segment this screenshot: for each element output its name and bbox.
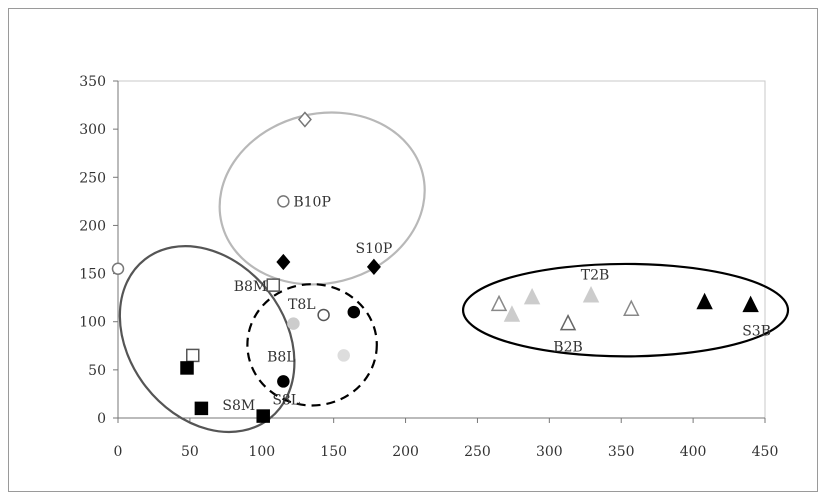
data-point (337, 349, 350, 362)
data-point (523, 287, 541, 305)
x-tick-label: 0 (114, 444, 123, 460)
x-tick-label: 250 (464, 444, 491, 460)
point-label: B2B (553, 340, 582, 356)
x-tick-label: 200 (392, 444, 419, 460)
data-point (256, 409, 270, 423)
data-point (277, 375, 290, 388)
data-point (490, 294, 508, 312)
plot-area (117, 80, 766, 419)
y-tick-label: 100 (79, 315, 106, 331)
y-tick-label: 50 (88, 363, 106, 379)
point-label: S8M (222, 398, 255, 414)
y-tick-label: 0 (97, 411, 106, 427)
point-label: S3B (742, 323, 771, 339)
data-point (366, 258, 381, 275)
point-label: S10P (356, 241, 393, 257)
data-point (186, 348, 200, 363)
point-label: B8L (267, 349, 296, 365)
y-tick-label: 150 (79, 267, 106, 283)
point-label: T2B (581, 268, 610, 284)
x-tick-label: 50 (181, 444, 199, 460)
point-label: B8M (234, 279, 268, 295)
x-tick-label: 150 (320, 444, 347, 460)
chart-frame (8, 8, 818, 492)
data-point (347, 305, 361, 319)
data-point (582, 286, 600, 303)
data-point (742, 295, 759, 313)
point-label: B10P (293, 194, 331, 210)
data-point (559, 313, 577, 331)
group-ellipse-4 (461, 262, 790, 358)
data-point (317, 308, 330, 322)
point-label: S8L (272, 393, 300, 409)
group-ellipse-2 (118, 245, 296, 434)
data-point (297, 111, 312, 128)
x-tick-label: 350 (608, 444, 635, 460)
y-tick-label: 250 (79, 170, 106, 186)
data-point (623, 299, 640, 316)
x-tick-label: 300 (536, 444, 563, 460)
data-point (180, 361, 194, 375)
data-point (276, 253, 291, 271)
data-point (194, 401, 209, 416)
y-tick-label: 300 (79, 122, 106, 138)
data-point (696, 292, 713, 310)
data-point (287, 317, 300, 330)
point-label: T8L (288, 297, 316, 313)
data-point (111, 262, 125, 276)
x-tick-label: 450 (752, 444, 779, 460)
y-tick-label: 200 (79, 218, 106, 234)
x-tick-label: 400 (680, 444, 707, 460)
group-ellipse-3 (246, 283, 378, 407)
x-tick-label: 100 (248, 444, 275, 460)
data-point (503, 305, 521, 322)
y-tick-label: 350 (79, 74, 106, 90)
data-point (266, 278, 281, 292)
data-point (277, 195, 290, 208)
